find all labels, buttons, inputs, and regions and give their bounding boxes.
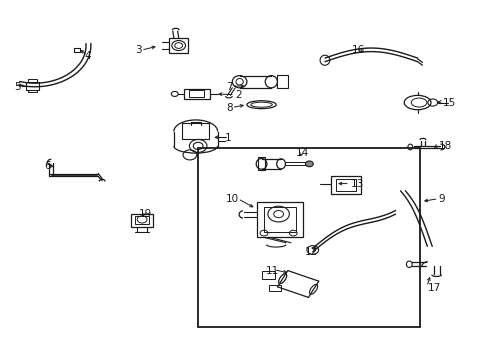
Bar [183, 89, 210, 99]
Bar [25, 82, 39, 90]
Bar [189, 90, 203, 97]
Text: 8: 8 [226, 103, 232, 113]
Text: 16: 16 [351, 45, 365, 55]
Text: 5: 5 [15, 82, 21, 92]
Bar [256, 202, 303, 237]
Text: 2: 2 [235, 90, 242, 100]
Bar [182, 123, 209, 139]
Text: 14: 14 [295, 148, 308, 158]
Bar [168, 38, 188, 53]
Text: 13: 13 [350, 179, 363, 189]
Text: 4: 4 [84, 51, 91, 61]
Bar [198, 148, 419, 327]
Bar [28, 79, 37, 82]
Bar [261, 271, 275, 279]
Text: 11: 11 [265, 266, 279, 276]
Bar [257, 157, 265, 170]
Bar [335, 179, 355, 192]
Text: 3: 3 [135, 45, 142, 55]
Bar [330, 176, 360, 194]
Bar [264, 207, 295, 232]
Text: 15: 15 [442, 98, 455, 108]
Bar [277, 75, 287, 88]
Text: 6: 6 [44, 161, 51, 171]
Text: 1: 1 [224, 133, 231, 143]
Text: 9: 9 [438, 194, 444, 204]
Text: 12: 12 [305, 247, 318, 257]
Bar [28, 90, 37, 93]
Bar [135, 216, 149, 225]
Bar [131, 214, 153, 227]
Text: 10: 10 [225, 194, 238, 204]
Text: 17: 17 [427, 283, 440, 293]
Text: 7: 7 [226, 82, 232, 92]
Bar [268, 285, 280, 291]
Text: 19: 19 [138, 209, 151, 219]
Text: 18: 18 [438, 141, 451, 151]
Circle shape [305, 161, 313, 167]
